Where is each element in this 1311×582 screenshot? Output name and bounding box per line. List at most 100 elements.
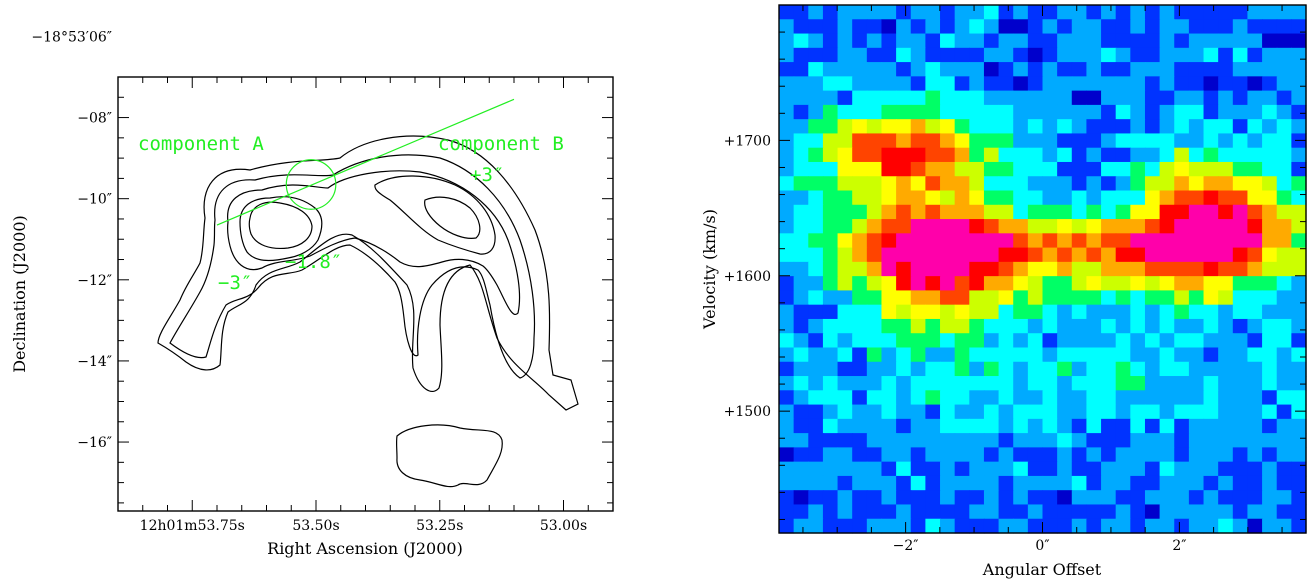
- heatmap-cell: [866, 62, 883, 77]
- heatmap-cell: [1203, 62, 1219, 77]
- heatmap-cell: [822, 490, 839, 506]
- heatmap-cell: [881, 19, 897, 35]
- heatmap-cell: [1218, 47, 1234, 63]
- heatmap-cell: [1057, 190, 1073, 206]
- heatmap-cell: [1203, 461, 1219, 477]
- heatmap-cell: [881, 276, 897, 292]
- heatmap-cell: [954, 390, 970, 406]
- heatmap-cell: [1262, 147, 1278, 163]
- heatmap-cell: [1203, 261, 1219, 277]
- heatmap-cell: [1247, 76, 1263, 92]
- heatmap-cell: [1115, 290, 1131, 306]
- heatmap-cell: [1086, 219, 1102, 234]
- heatmap-cell: [1057, 404, 1073, 420]
- heatmap-cell: [983, 147, 1000, 163]
- heatmap-cell: [881, 376, 897, 391]
- contour-level-3: [227, 170, 521, 316]
- heatmap-cell: [1130, 76, 1146, 92]
- heatmap-cell: [910, 119, 926, 135]
- heatmap-cell: [1218, 504, 1234, 520]
- heatmap-cell: [837, 290, 853, 306]
- heatmap-cell: [998, 147, 1014, 163]
- heatmap-cell: [954, 518, 970, 534]
- heatmap-cell: [1130, 190, 1146, 206]
- heatmap-cell: [925, 490, 941, 506]
- heatmap-cell: [983, 376, 1000, 391]
- heatmap-cell: [896, 504, 912, 520]
- heatmap-cell: [1027, 90, 1044, 106]
- heatmap-cell: [1130, 33, 1146, 49]
- heatmap-cell: [896, 304, 912, 320]
- heatmap-cell: [852, 104, 868, 120]
- heatmap-cell: [1188, 304, 1205, 320]
- heatmap-cell: [881, 176, 897, 192]
- heatmap-cell: [793, 347, 809, 363]
- heatmap-cell: [1027, 390, 1044, 406]
- heatmap-cell: [1086, 447, 1102, 463]
- heatmap-cell: [1071, 19, 1088, 35]
- heatmap-cell: [1013, 147, 1029, 163]
- heatmap-cell: [1188, 318, 1205, 334]
- heatmap-cell: [1291, 219, 1307, 234]
- heatmap-cell: [1276, 318, 1292, 334]
- heatmap-cell: [793, 190, 809, 206]
- heatmap-cell: [1130, 490, 1146, 506]
- heatmap-cell: [1101, 418, 1117, 434]
- heatmap-cell: [1130, 404, 1146, 420]
- heatmap-cell: [910, 147, 926, 163]
- heatmap-cell: [793, 447, 809, 463]
- heatmap-cell: [1203, 104, 1219, 120]
- heatmap-cell: [866, 304, 883, 320]
- heatmap-cell: [1057, 176, 1073, 192]
- heatmap-cell: [1218, 5, 1234, 20]
- heatmap-cell: [998, 518, 1014, 534]
- annotation-component-b: component B: [438, 133, 564, 155]
- heatmap-cell: [998, 475, 1014, 491]
- heatmap-cell: [940, 176, 956, 192]
- heatmap-cell: [866, 390, 883, 406]
- heatmap-cell: [1042, 19, 1058, 35]
- heatmap-cell: [983, 361, 1000, 377]
- heatmap-cell: [925, 233, 941, 249]
- heatmap-cell: [1115, 161, 1131, 177]
- heatmap-cell: [1013, 133, 1029, 149]
- heatmap-cell: [925, 5, 941, 20]
- heatmap-cell: [852, 161, 868, 177]
- heatmap-cell: [837, 261, 853, 277]
- heatmap-cell: [852, 276, 868, 292]
- heatmap-cell: [1188, 233, 1205, 249]
- heatmap-cell: [1291, 504, 1307, 520]
- heatmap-cell: [1130, 133, 1146, 149]
- heatmap-cell: [1247, 318, 1263, 334]
- heatmap-cell: [969, 304, 985, 320]
- heatmap-cell: [1188, 447, 1205, 463]
- heatmap-cell: [1174, 104, 1190, 120]
- heatmap-cell: [822, 418, 839, 434]
- heatmap-cell: [1247, 119, 1263, 135]
- heatmap-cell: [925, 47, 941, 63]
- heatmap-cell: [1115, 261, 1131, 277]
- heatmap-cell: [1232, 76, 1249, 92]
- heatmap-cell: [1013, 390, 1029, 406]
- heatmap-cell: [881, 190, 897, 206]
- heatmap-cell: [852, 147, 868, 163]
- heatmap-cell: [1027, 290, 1044, 306]
- heatmap-cell: [940, 447, 956, 463]
- heatmap-cell: [866, 247, 883, 263]
- heatmap-cell: [1291, 176, 1307, 192]
- heatmap-cell: [969, 404, 985, 420]
- heatmap-cell: [1101, 404, 1117, 420]
- left-y-tick-label: −18°53′06″: [31, 29, 112, 45]
- heatmap-cell: [1276, 504, 1292, 520]
- heatmap-cell: [1276, 490, 1292, 506]
- heatmap-cell: [1115, 333, 1131, 349]
- heatmap-cell: [1101, 219, 1117, 234]
- heatmap-cell: [1247, 90, 1263, 106]
- heatmap-cell: [1159, 161, 1175, 177]
- heatmap-cell: [822, 304, 839, 320]
- heatmap-cell: [1188, 204, 1205, 220]
- heatmap-cell: [998, 190, 1014, 206]
- heatmap-cell: [1174, 347, 1190, 363]
- heatmap-cell: [1042, 404, 1058, 420]
- heatmap-cell: [1101, 304, 1117, 320]
